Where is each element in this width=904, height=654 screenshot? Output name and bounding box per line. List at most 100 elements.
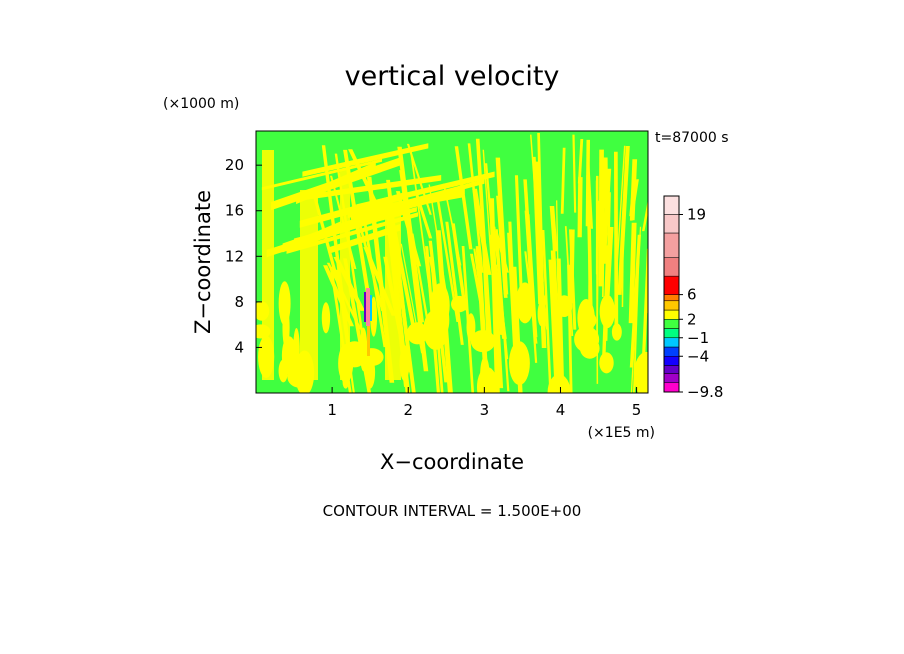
field-band [261, 158, 382, 191]
x-tick-label: 4 [556, 401, 566, 419]
field-band [353, 204, 384, 311]
field-band [611, 323, 622, 341]
field-band [567, 264, 573, 393]
field-band [560, 147, 566, 214]
field-band [507, 232, 518, 363]
field-band [510, 349, 520, 365]
field-band [633, 351, 648, 393]
plot-area [256, 131, 662, 393]
colorbar-swatch [663, 309, 680, 320]
colorbar-tick-label: −9.8 [687, 383, 723, 401]
colorbar-tick-label: 2 [687, 310, 697, 328]
colorbar: 19 6 2−1−4 −9.8 [663, 195, 723, 401]
colorbar-swatch [663, 373, 680, 384]
colorbar-swatch [663, 319, 680, 329]
field-band [492, 330, 500, 347]
field-band [549, 206, 558, 252]
field-band [574, 326, 600, 353]
field-band [467, 143, 484, 273]
field-band [364, 355, 376, 389]
field-band [577, 139, 584, 184]
field-band [629, 159, 638, 221]
field-band [642, 198, 648, 232]
field-band [655, 255, 662, 358]
y-unit-label: (×1000 m) [163, 96, 239, 112]
field-band [614, 151, 619, 330]
colorbar-tick-label: −4 [687, 347, 709, 365]
field-band [466, 313, 476, 341]
colorbar-swatch [663, 382, 680, 393]
y-tick-label: 4 [234, 338, 244, 356]
colorbar-swatch [663, 232, 680, 258]
field-band [493, 226, 509, 360]
field-band [414, 193, 433, 239]
plot-frame [255, 130, 649, 394]
field-band [454, 146, 473, 250]
x-tick-label: 2 [403, 401, 413, 419]
y-tick-label: 20 [225, 156, 244, 174]
field-band [547, 374, 571, 393]
field-band [494, 231, 509, 273]
field-band [300, 190, 318, 380]
field-band [572, 134, 577, 213]
updraft-core [366, 288, 370, 326]
field-band [541, 230, 552, 393]
field-band [539, 293, 546, 309]
x-unit-label: (×1E5 m) [588, 425, 655, 441]
colorbar-tick-label: 19 [687, 205, 706, 223]
field-band [630, 226, 642, 393]
field-band [278, 281, 291, 326]
field-band [406, 322, 428, 345]
colorbar-tick-label: −1 [687, 329, 709, 347]
field-band [516, 282, 534, 324]
colorbar-swatch [663, 214, 680, 234]
y-tick-label: 8 [234, 293, 244, 311]
colorbar-swatch [663, 365, 680, 374]
field-band [602, 157, 609, 209]
field-band [569, 229, 575, 304]
field-band [262, 150, 274, 380]
contour-interval-note: CONTOUR INTERVAL = 1.500E+00 [323, 502, 582, 520]
updraft-edge-left [364, 292, 366, 322]
field-band [616, 145, 626, 268]
colorbar-swatch [663, 346, 680, 357]
chart-title: vertical velocity [345, 61, 560, 92]
field-band [359, 327, 368, 372]
colorbar-tick-label: 6 [687, 286, 697, 304]
field-band [302, 143, 429, 177]
field-band [397, 146, 424, 323]
colorbar-swatch [663, 195, 680, 215]
field-band [321, 302, 331, 334]
field-band [648, 161, 657, 309]
y-axis: 4 8 12 16 20 [225, 156, 262, 356]
field-band [598, 149, 604, 287]
field-band [473, 248, 484, 309]
colorbar-swatch [663, 294, 680, 302]
field-band [451, 223, 468, 311]
x-axis: 1 2 3 4 5 [327, 387, 641, 419]
field-band [470, 329, 496, 353]
field-band [632, 256, 640, 393]
field-band [595, 175, 599, 275]
x-axis-label: X−coordinate [380, 450, 524, 474]
field-band [585, 139, 590, 227]
field-band [556, 295, 573, 318]
colorbar-frame [663, 195, 680, 393]
colorbar-swatch [663, 328, 680, 339]
x-tick-label: 1 [327, 401, 337, 419]
field-band [451, 295, 468, 313]
yellow-field-bands [256, 133, 662, 393]
field-band [524, 210, 538, 363]
y-tick-label: 12 [225, 247, 244, 265]
field-band [406, 143, 432, 215]
field-band [278, 359, 289, 383]
y-axis-label: Z−coordinate [191, 190, 215, 334]
field-band [548, 259, 559, 393]
field-band [514, 175, 523, 296]
field-band [340, 170, 350, 380]
updraft-tail [367, 326, 370, 356]
field-band [599, 352, 614, 374]
field-band [527, 214, 538, 338]
field-band [428, 184, 448, 297]
